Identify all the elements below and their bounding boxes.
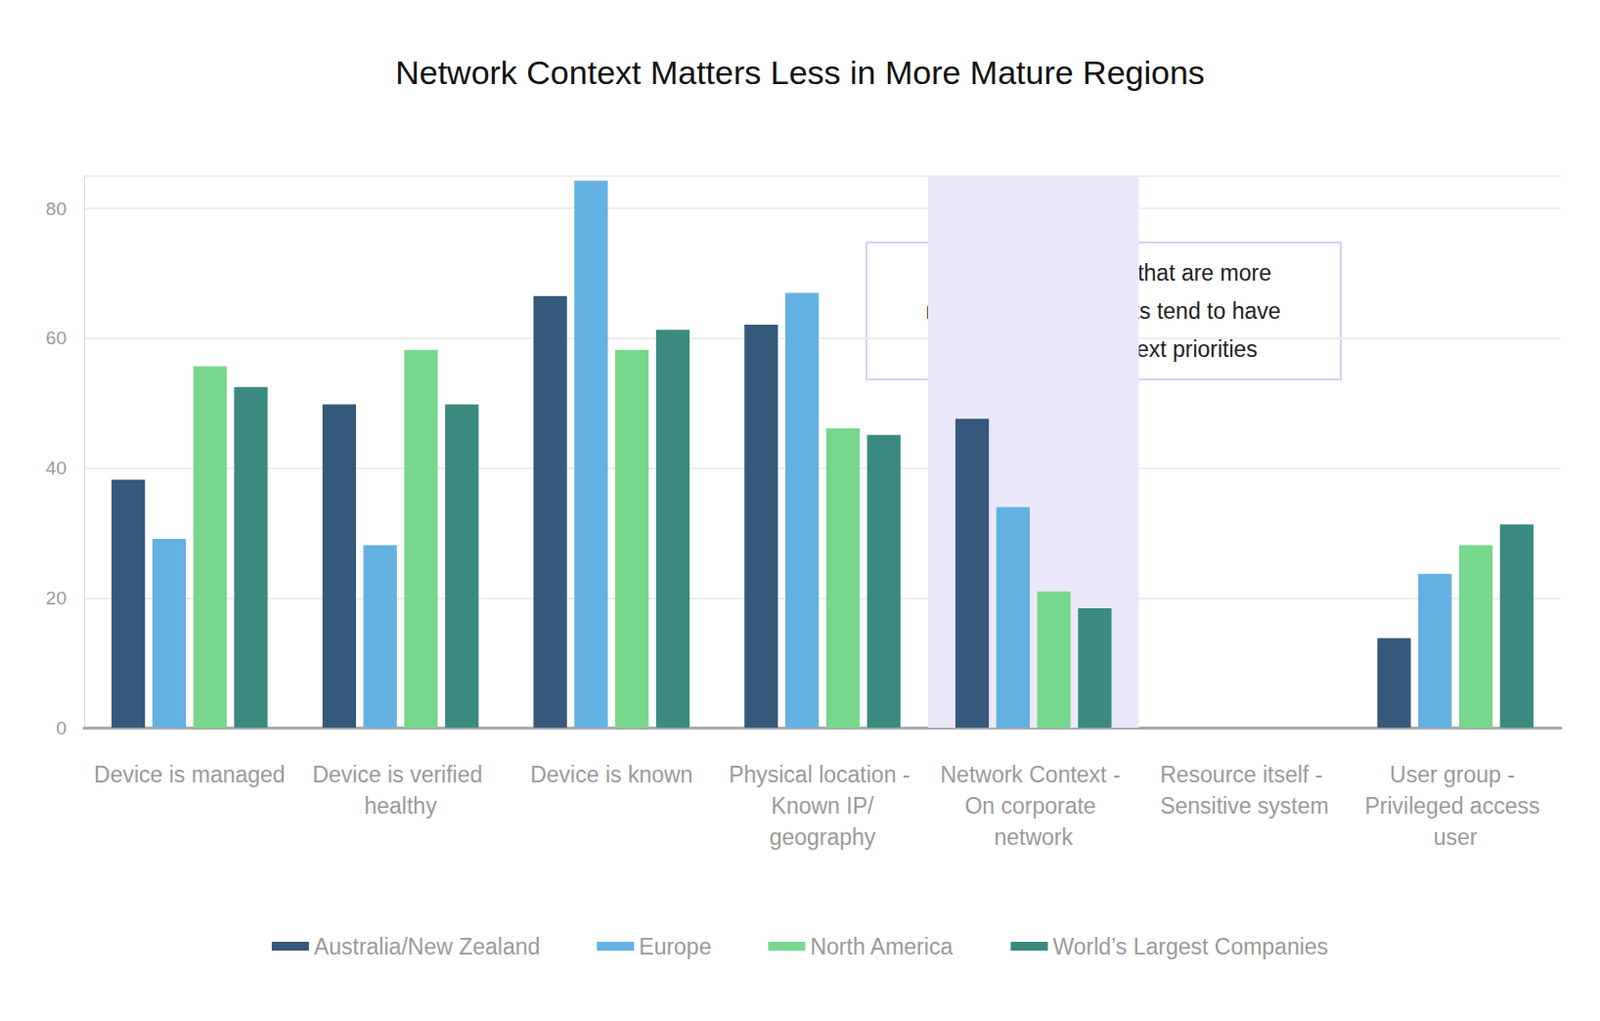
svg-text:Device is managed: Device is managed	[93, 761, 286, 788]
svg-text:On corporate: On corporate	[964, 793, 1103, 819]
svg-text:Known IP/: Known IP/	[771, 793, 875, 819]
svg-text:World’s Largest Companies: World’s Largest Companies	[1052, 933, 1329, 960]
svg-text:Privileged access: Privileged access	[1364, 793, 1546, 819]
svg-text:healthy: healthy	[363, 793, 438, 819]
svg-text:20: 20	[45, 587, 67, 609]
svg-text:User group -: User group -	[1389, 761, 1521, 788]
svg-text:80: 80	[45, 198, 67, 220]
svg-text:user: user	[1433, 824, 1478, 850]
svg-text:Australia/New Zealand: Australia/New Zealand	[313, 933, 540, 960]
svg-text:Europe: Europe	[638, 933, 712, 960]
svg-text:Sensitive system: Sensitive system	[1159, 793, 1330, 819]
svg-text:Resource itself -: Resource itself -	[1159, 761, 1330, 788]
svg-text:Network Context -: Network Context -	[939, 761, 1126, 788]
svg-text:60: 60	[45, 327, 67, 349]
svg-text:0: 0	[55, 717, 67, 739]
svg-text:Physical location -: Physical location -	[728, 761, 917, 788]
svg-text:North America: North America	[809, 933, 953, 960]
svg-text:network: network	[993, 824, 1073, 850]
svg-text:Device is known: Device is known	[530, 761, 693, 788]
svg-text:Device is verified: Device is verified	[311, 761, 489, 788]
svg-text:40: 40	[45, 457, 67, 479]
svg-text:Network Context Matters Less i: Network Context Matters Less in More Mat…	[395, 53, 1205, 91]
svg-text:geography: geography	[769, 824, 877, 850]
